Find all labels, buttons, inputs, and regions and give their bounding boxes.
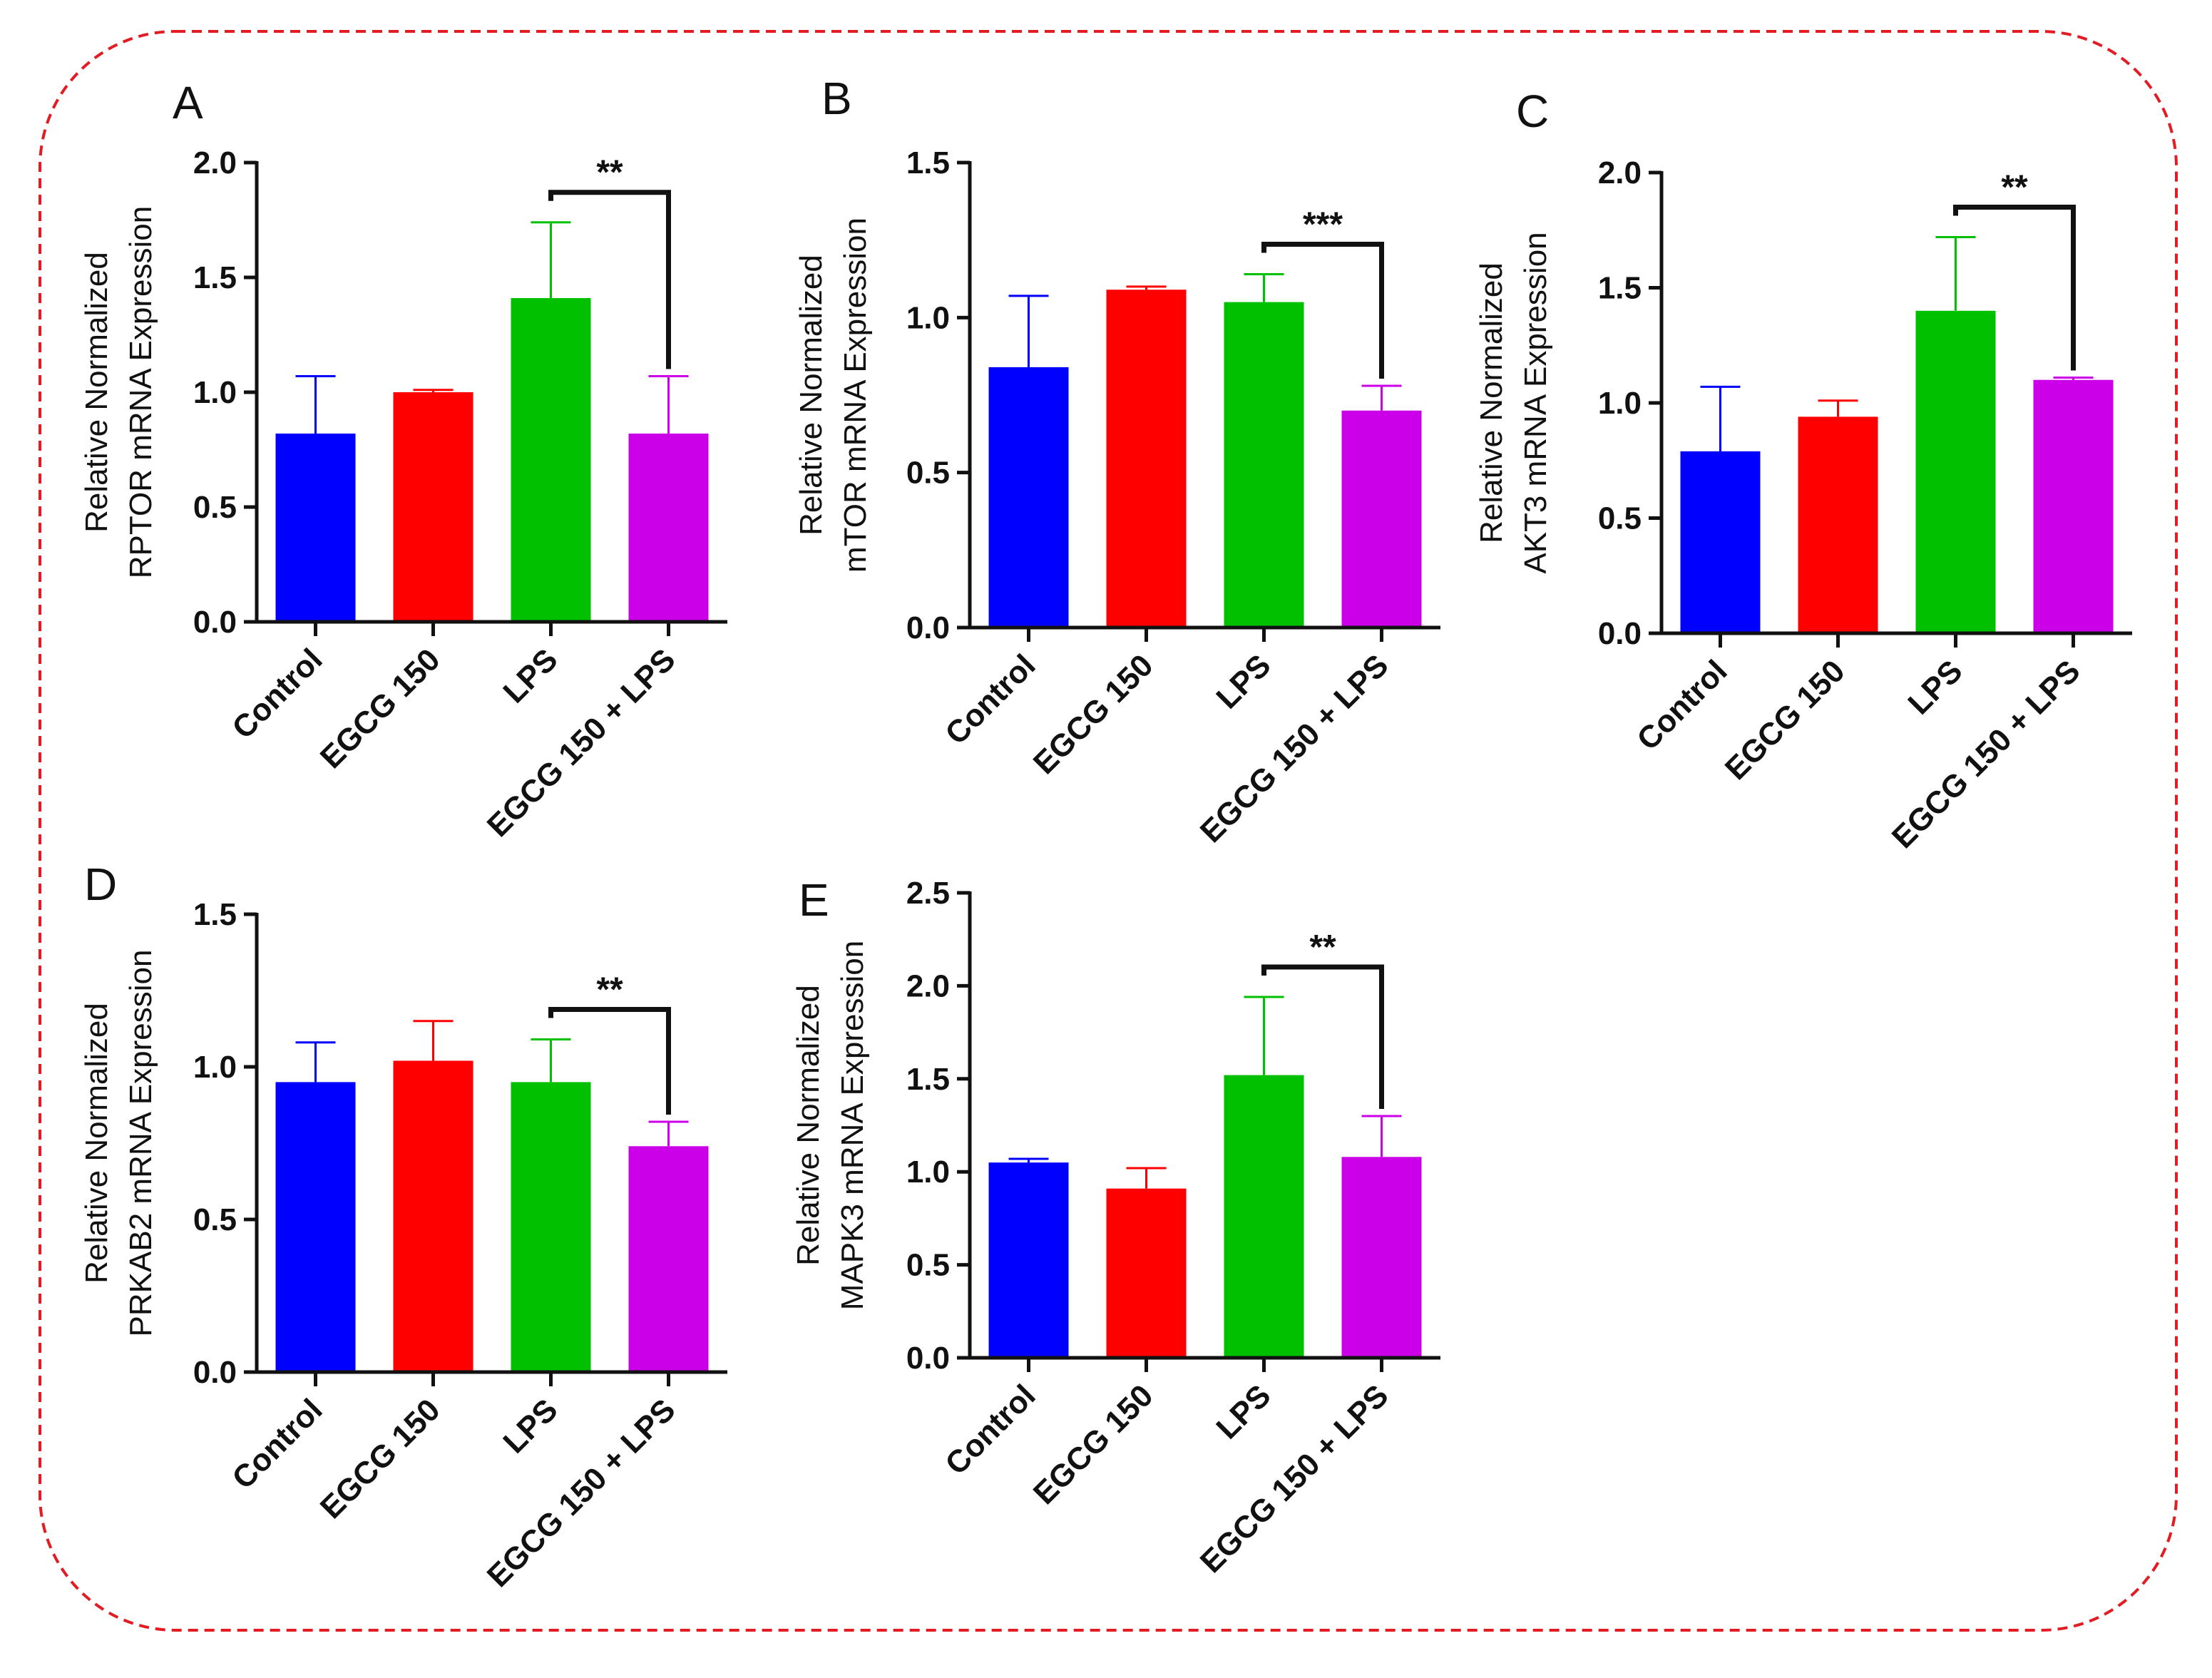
y-tick-label: 1.5 (906, 1062, 950, 1097)
x-category-label: EGCG 150 (314, 642, 447, 775)
y-tick-label: 1.5 (906, 145, 950, 180)
x-category-label: EGCG 150 (1719, 653, 1852, 787)
x-category-label: EGCG 150 (1027, 648, 1160, 781)
bar-egcg-150-lps (628, 1146, 709, 1372)
x-category-label: LPS (1209, 648, 1277, 715)
y-tick-label: 1.5 (1598, 271, 1642, 306)
x-category-label: LPS (1901, 653, 1969, 721)
chart-panel-e: E Relative Normalized MAPK3 mRNA Expressio… (791, 874, 1440, 1580)
bar-egcg-150-lps (2033, 379, 2114, 633)
bar-control (275, 1082, 356, 1372)
significance-label: *** (1303, 205, 1343, 243)
y-tick-label: 1.5 (193, 897, 237, 932)
x-category-label: LPS (1209, 1378, 1277, 1446)
significance-bracket (1953, 204, 2076, 371)
y-axis-label-line1: Relative Normalized (79, 252, 114, 533)
y-axis-label-line2: PRKAB2 mRNA Expression (123, 950, 158, 1337)
x-category-label: EGCG 150 (314, 1392, 447, 1525)
x-category-label: Control (938, 1378, 1042, 1481)
chart-panel-b: B Relative Normalized mTOR mRNA Expression… (794, 73, 1440, 849)
y-axis-label-line2: AKT3 mRNA Expression (1518, 232, 1553, 573)
significance-label: ** (596, 154, 623, 192)
figure-frame (39, 30, 2178, 1632)
y-tick-label: 1.0 (906, 300, 950, 335)
y-tick-label: 0.0 (193, 1355, 237, 1390)
y-tick-label: 1.0 (193, 375, 237, 410)
y-tick-label: 0.0 (1598, 616, 1642, 651)
bar-lps (1224, 302, 1304, 628)
chart-panel-d: D Relative Normalized PRKAB2 mRNA Expressi… (79, 859, 727, 1594)
x-category-label: Control (225, 1392, 329, 1495)
x-category-label: LPS (496, 1392, 564, 1460)
y-tick-label: 2.5 (906, 876, 950, 911)
y-axis-label-line1: Relative Normalized (79, 1003, 114, 1284)
y-axis-label-line2: mTOR mRNA Expression (838, 218, 873, 573)
bar-egcg-150 (393, 1060, 473, 1372)
bar-egcg-150-lps (1341, 1157, 1422, 1358)
x-category-label: LPS (496, 642, 564, 710)
bar-control (988, 367, 1069, 628)
y-tick-label: 0.5 (1598, 501, 1642, 536)
bar-egcg-150 (393, 392, 473, 622)
y-tick-label: 2.0 (1598, 155, 1642, 190)
significance-label: ** (1309, 928, 1336, 966)
bar-control (1680, 451, 1761, 633)
panel-letter: E (799, 874, 829, 926)
x-category-label: Control (225, 642, 329, 745)
bar-egcg-150 (1798, 416, 1878, 633)
panel-letter: B (821, 73, 852, 124)
y-tick-label: 0.0 (193, 605, 237, 640)
bar-egcg-150-lps (628, 433, 709, 622)
y-axis-label-line1: Relative Normalized (1474, 262, 1509, 543)
bar-control (275, 433, 356, 622)
x-category-label: EGCG 150 (1027, 1378, 1160, 1511)
y-tick-label: 0.0 (906, 610, 950, 645)
significance-bracket (548, 190, 671, 369)
y-axis-label-line2: MAPK3 mRNA Expression (835, 941, 870, 1310)
y-tick-label: 0.0 (906, 1341, 950, 1376)
panel-letter: A (173, 77, 203, 128)
y-tick-label: 2.0 (193, 145, 237, 180)
y-tick-label: 0.5 (906, 456, 950, 491)
y-axis-label-line1: Relative Normalized (791, 985, 826, 1266)
significance-bracket (548, 1006, 671, 1115)
panels-container: A Relative Normalized RPTOR mRNA Expressio… (79, 73, 2132, 1594)
chart-panel-a: A Relative Normalized RPTOR mRNA Expressio… (79, 77, 727, 844)
y-axis-label-line2: RPTOR mRNA Expression (123, 206, 158, 578)
y-tick-label: 2.0 (906, 968, 950, 1003)
bar-egcg-150-lps (1341, 410, 1422, 628)
y-tick-label: 1.0 (1598, 386, 1642, 421)
bar-lps (1224, 1075, 1304, 1358)
panel-letter: D (84, 859, 117, 910)
significance-label: ** (2001, 168, 2028, 206)
panel-letter: C (1516, 86, 1549, 137)
x-category-label: Control (938, 648, 1042, 751)
bar-lps (1915, 310, 1996, 633)
y-tick-label: 1.0 (193, 1050, 237, 1085)
y-tick-label: 0.5 (193, 1202, 237, 1237)
significance-bracket (1261, 964, 1384, 1109)
bar-lps (511, 1082, 591, 1372)
significance-label: ** (596, 971, 623, 1008)
bar-egcg-150 (1106, 1188, 1187, 1358)
chart-panel-c: C Relative Normalized AKT3 mRNA Expression… (1474, 86, 2132, 855)
significance-bracket (1261, 241, 1384, 379)
y-tick-label: 0.5 (906, 1248, 950, 1283)
y-tick-label: 1.0 (906, 1155, 950, 1190)
y-axis-label-line1: Relative Normalized (794, 255, 829, 536)
bar-lps (511, 297, 591, 622)
bar-control (988, 1162, 1069, 1358)
y-tick-label: 0.5 (193, 490, 237, 525)
y-tick-label: 1.5 (193, 260, 237, 295)
bar-egcg-150 (1106, 290, 1187, 628)
x-category-label: Control (1630, 653, 1734, 757)
